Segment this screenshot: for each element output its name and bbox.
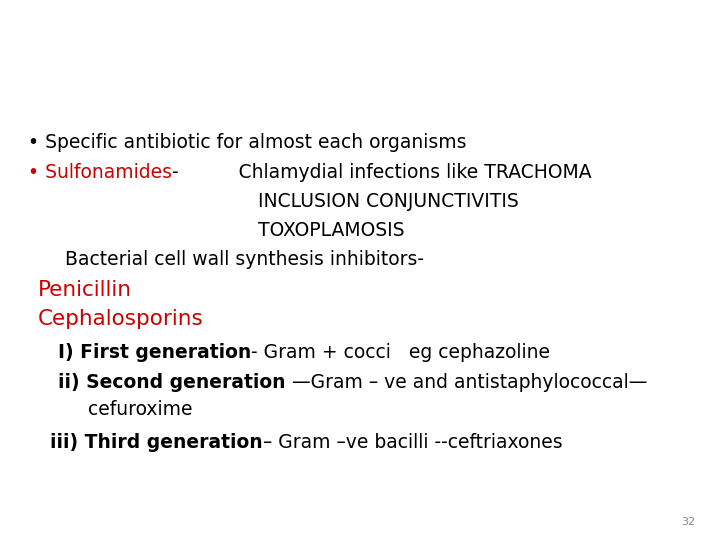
Text: -          Chlamydial infections like TRACHOMA: - Chlamydial infections like TRACHOMA bbox=[172, 163, 592, 182]
Text: I) First generation: I) First generation bbox=[58, 343, 251, 362]
Text: TOXOPLAMOSIS: TOXOPLAMOSIS bbox=[258, 221, 405, 240]
Text: —Gram – ve and antistaphylococcal—: —Gram – ve and antistaphylococcal— bbox=[286, 373, 647, 392]
Text: • Sulfonamides: • Sulfonamides bbox=[28, 163, 172, 182]
Text: Cephalosporins: Cephalosporins bbox=[38, 309, 204, 329]
Text: Bacterial cell wall synthesis inhibitors-: Bacterial cell wall synthesis inhibitors… bbox=[65, 250, 424, 269]
Text: cefuroxime: cefuroxime bbox=[88, 400, 192, 419]
Text: INCLUSION CONJUNCTIVITIS: INCLUSION CONJUNCTIVITIS bbox=[258, 192, 518, 211]
Text: - Gram + cocci   eg cephazoline: - Gram + cocci eg cephazoline bbox=[251, 343, 550, 362]
Text: • Specific antibiotic for almost each organisms: • Specific antibiotic for almost each or… bbox=[28, 133, 467, 152]
Text: iii) Third generation: iii) Third generation bbox=[50, 433, 263, 452]
Text: 32: 32 bbox=[681, 517, 695, 527]
Text: Penicillin: Penicillin bbox=[38, 280, 132, 300]
Text: – Gram –ve bacilli --ceftriaxones: – Gram –ve bacilli --ceftriaxones bbox=[263, 433, 562, 452]
Text: ii) Second generation: ii) Second generation bbox=[58, 373, 286, 392]
